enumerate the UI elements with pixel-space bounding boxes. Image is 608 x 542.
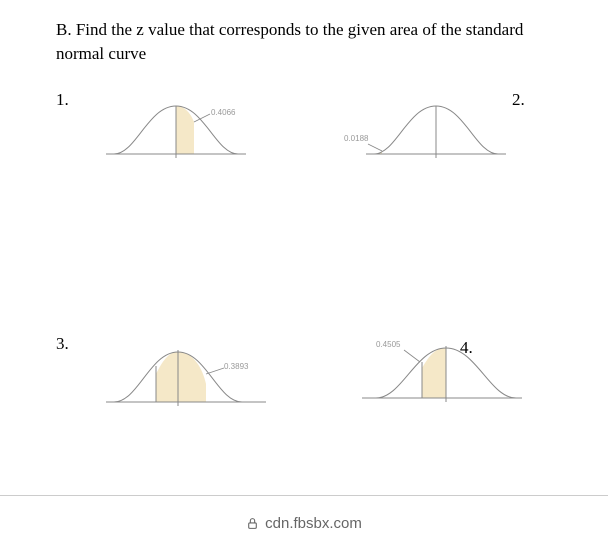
lock-icon [246,517,259,530]
section-instruction: B. Find the z value that corresponds to … [56,18,568,66]
normal-curve: 0.4066 [106,100,246,164]
problem-number: 3. [56,334,69,354]
page-footer: cdn.fbsbx.com [0,515,608,532]
area-value-label: 0.0188 [344,134,368,143]
area-value-label: 0.4066 [211,108,235,117]
normal-curve: 0.4505 [362,340,522,408]
area-value-label: 0.3893 [224,362,248,371]
footer-divider [0,495,608,496]
area-value-label: 0.4505 [376,340,400,349]
problem-number: 2. [512,90,525,110]
footer-domain: cdn.fbsbx.com [265,515,362,532]
normal-curve: 0.3893 [106,344,266,412]
problem-number: 1. [56,90,69,110]
normal-curve: 0.0188 [366,100,506,164]
problems-grid: 1.0.40662.0.01883.0.38934.0.4505 [56,90,568,470]
